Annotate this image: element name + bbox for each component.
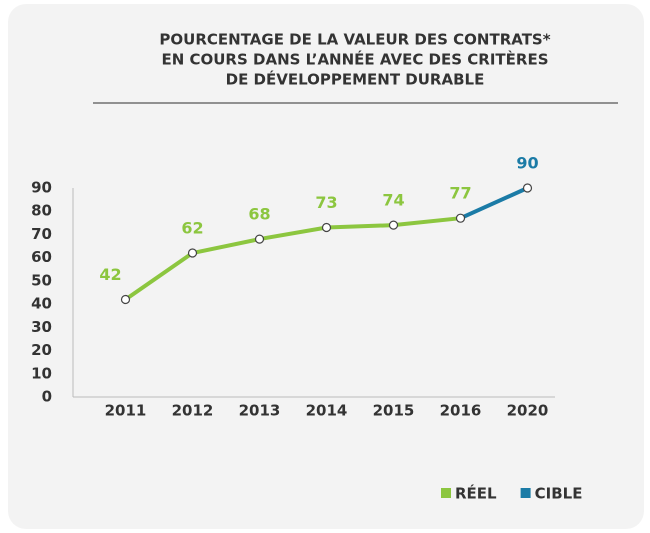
x-tick-label: 2016 [440, 402, 482, 420]
x-tick-label: 2014 [306, 402, 348, 420]
data-label: 42 [99, 265, 121, 284]
point [522, 183, 533, 193]
data-label: 68 [248, 205, 270, 224]
data-label: 90 [516, 154, 538, 173]
x-tick-label: 2012 [172, 402, 214, 420]
panel [8, 4, 644, 529]
chart-title: EN COURS DANS L’ANNÉE AVEC DES CRITÈRES [161, 50, 548, 69]
legend-label: RÉEL [455, 484, 497, 503]
y-tick-label: 10 [31, 364, 52, 382]
point [187, 248, 198, 258]
point [321, 222, 332, 233]
connector [459, 186, 529, 221]
x-tick-label: 2015 [373, 402, 415, 420]
legend-swatch [441, 488, 451, 498]
data-label: 77 [449, 184, 471, 203]
y-tick-label: 90 [31, 179, 52, 197]
y-tick-label: 0 [42, 388, 52, 406]
y-tick-label: 80 [31, 202, 52, 220]
data-label: 62 [181, 219, 203, 238]
y-tick-label: 70 [31, 225, 52, 243]
data-label: 74 [382, 191, 404, 210]
x-tick-label: 2020 [507, 402, 549, 420]
point [455, 213, 466, 223]
point [120, 294, 131, 305]
legend-label: CIBLE [535, 485, 583, 503]
line [124, 216, 461, 302]
point [388, 220, 399, 230]
y-tick-label: 50 [31, 271, 52, 289]
y-tick-label: 20 [31, 341, 52, 359]
legend-swatch [520, 488, 531, 498]
chart-title: DE DÉVELOPPEMENT DURABLE [226, 70, 485, 89]
y-tick-label: 40 [31, 295, 52, 313]
y-tick-label: 30 [31, 318, 52, 336]
chart-title: POURCENTAGE DE LA VALEUR DES CONTRATS* [159, 31, 550, 49]
data-label: 73 [315, 193, 337, 212]
point [254, 234, 265, 244]
x-tick-label: 2011 [105, 402, 147, 420]
x-tick-label: 2013 [239, 402, 281, 420]
y-tick-label: 60 [31, 248, 52, 266]
